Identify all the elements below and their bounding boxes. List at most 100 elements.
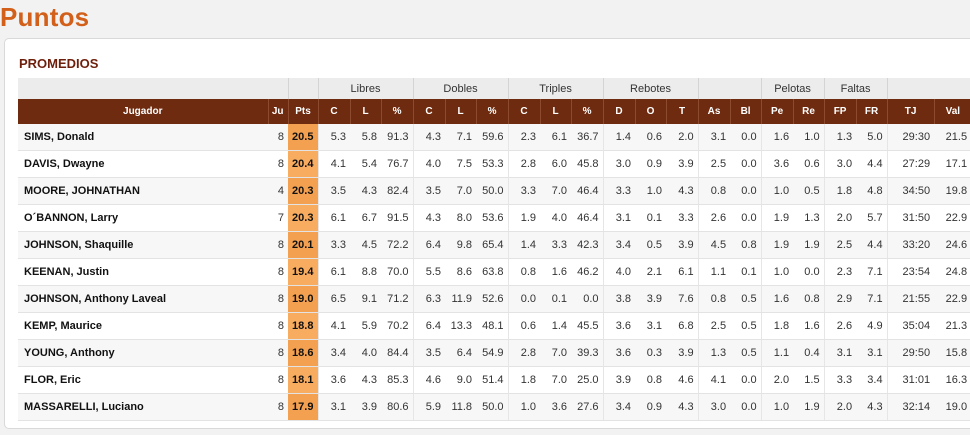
stat-cell: 6.1: [317, 204, 350, 232]
stat-cell: 3.1: [823, 339, 857, 367]
stat-cell: 8: [268, 231, 288, 259]
stat-cell: 6.7: [350, 204, 381, 232]
stat-cell: 5.9: [412, 393, 446, 421]
stat-cell: 6.4: [412, 312, 446, 340]
stat-cell: 4: [268, 177, 288, 205]
stat-cell: 3.1: [602, 204, 636, 232]
stat-cell: 2.8: [507, 339, 541, 367]
player-name: FLOR, Eric: [18, 366, 268, 394]
points-cell: 20.3: [288, 204, 318, 232]
stat-cell: 1.8: [823, 177, 857, 205]
column-header: C: [412, 99, 446, 124]
stat-cell: 70.0: [381, 258, 414, 286]
table-row: O´BANNON, Larry 7 20.3 6.1 6.7 91.5 4.3 8.0 53.6…: [18, 204, 970, 232]
stat-cell: 3.6: [317, 366, 350, 394]
stat-cell: 23:54: [886, 258, 935, 286]
group-blank: [18, 78, 288, 99]
points-cell: 18.1: [288, 366, 318, 394]
stat-cell: 72.2: [381, 231, 414, 259]
stat-cell: 4.1: [317, 312, 350, 340]
stat-cell: 5.5: [412, 258, 446, 286]
stat-cell: 0.5: [635, 231, 667, 259]
column-header: Pts: [287, 99, 318, 124]
stat-cell: 7.1: [856, 285, 888, 313]
stat-cell: 7: [268, 204, 288, 232]
stat-cell: 1.6: [760, 285, 794, 313]
table-row: YOUNG, Anthony 8 18.6 3.4 4.0 84.4 3.5 6.4 54.9 2…: [18, 339, 970, 367]
stat-cell: 4.3: [666, 177, 699, 205]
stat-cell: 1.0: [760, 393, 794, 421]
stat-cell: 3.3: [602, 177, 636, 205]
stat-cell: 5.3: [317, 124, 350, 151]
stat-cell: 84.4: [381, 339, 414, 367]
column-header: FR: [855, 99, 888, 124]
stat-cell: 1.4: [540, 312, 572, 340]
stat-cell: 3.1: [697, 124, 731, 151]
stat-cell: 91.5: [381, 204, 414, 232]
stat-cell: 7.0: [540, 339, 572, 367]
stat-cell: 1.3: [793, 204, 825, 232]
stat-cell: 15.8: [934, 339, 970, 367]
stat-cell: 4.3: [350, 366, 381, 394]
stat-cell: 29:30: [886, 124, 935, 151]
stat-cell: 24.8: [934, 258, 970, 286]
stat-cell: 4.6: [666, 366, 699, 394]
stat-cell: 76.7: [381, 150, 414, 178]
stat-cell: 3.1: [317, 393, 350, 421]
stat-cell: 0.0: [730, 124, 762, 151]
stat-cell: 2.0: [666, 124, 699, 151]
stat-cell: 4.1: [317, 150, 350, 178]
column-header: T: [665, 99, 699, 124]
stat-cell: 0.6: [507, 312, 541, 340]
table-row: FLOR, Eric 8 18.1 3.6 4.3 85.3 4.6 9.0 51.4 1.8 7.…: [18, 366, 970, 394]
table-body: SIMS, Donald 8 20.5 5.3 5.8 91.3 4.3 7.1 59.6 2.3…: [18, 124, 970, 421]
stat-cell: 11.8: [445, 393, 477, 421]
stat-cell: 8: [268, 312, 288, 340]
column-header: C: [507, 99, 541, 124]
stat-cell: 0.0: [730, 393, 762, 421]
stat-cell: 3.1: [856, 339, 888, 367]
stat-cell: 3.0: [602, 150, 636, 178]
stat-cell: 0.8: [697, 285, 731, 313]
stat-cell: 3.0: [823, 150, 857, 178]
points-cell: 20.3: [288, 177, 318, 205]
stat-cell: 0.0: [730, 204, 762, 232]
stat-cell: 9.8: [445, 231, 477, 259]
stat-cell: 0.8: [730, 231, 762, 259]
player-name: JOHNSON, Shaquille: [18, 231, 268, 259]
stat-cell: 0.9: [635, 393, 667, 421]
stat-cell: 8.8: [350, 258, 381, 286]
stat-cell: 2.0: [760, 366, 794, 394]
stat-cell: 50.0: [476, 393, 509, 421]
stat-cell: 0.8: [635, 366, 667, 394]
column-header: Ju: [267, 99, 288, 124]
stat-cell: 1.3: [823, 124, 857, 151]
table-row: KEMP, Maurice 8 18.8 4.1 5.9 70.2 6.4 13.3 48.1 0…: [18, 312, 970, 340]
stat-cell: 0.6: [635, 124, 667, 151]
stat-cell: 3.5: [412, 177, 446, 205]
column-header-row: Jugador Ju Pts C L% C L% C L% D O T As Bl Pe Re FP FR TJ Va…: [18, 99, 970, 124]
stat-cell: 6.1: [317, 258, 350, 286]
stat-cell: 85.3: [381, 366, 414, 394]
stat-cell: 13.3: [445, 312, 477, 340]
group-libres: Libres: [317, 78, 414, 99]
stat-cell: 21.3: [934, 312, 970, 340]
stat-cell: 8: [268, 150, 288, 178]
stat-cell: 4.5: [697, 231, 731, 259]
stat-cell: 8: [268, 258, 288, 286]
stat-cell: 46.4: [571, 204, 604, 232]
player-averages-table: Libres Dobles Triples Rebotes Pelotas Fa…: [18, 78, 970, 421]
stat-cell: 63.8: [476, 258, 509, 286]
stat-cell: 1.0: [635, 177, 667, 205]
points-cell: 18.8: [288, 312, 318, 340]
stat-cell: 0.5: [730, 285, 762, 313]
stat-cell: 0.3: [635, 339, 667, 367]
stat-cell: 3.9: [666, 339, 699, 367]
stat-cell: 1.9: [507, 204, 541, 232]
stat-cell: 70.2: [381, 312, 414, 340]
stat-cell: 2.1: [635, 258, 667, 286]
stat-cell: 2.5: [697, 312, 731, 340]
stat-cell: 8.0: [445, 204, 477, 232]
table-row: MOORE, JOHNATHAN 4 20.3 3.5 4.3 82.4 3.5 7.0 50.…: [18, 177, 970, 205]
stat-cell: 1.8: [507, 366, 541, 394]
